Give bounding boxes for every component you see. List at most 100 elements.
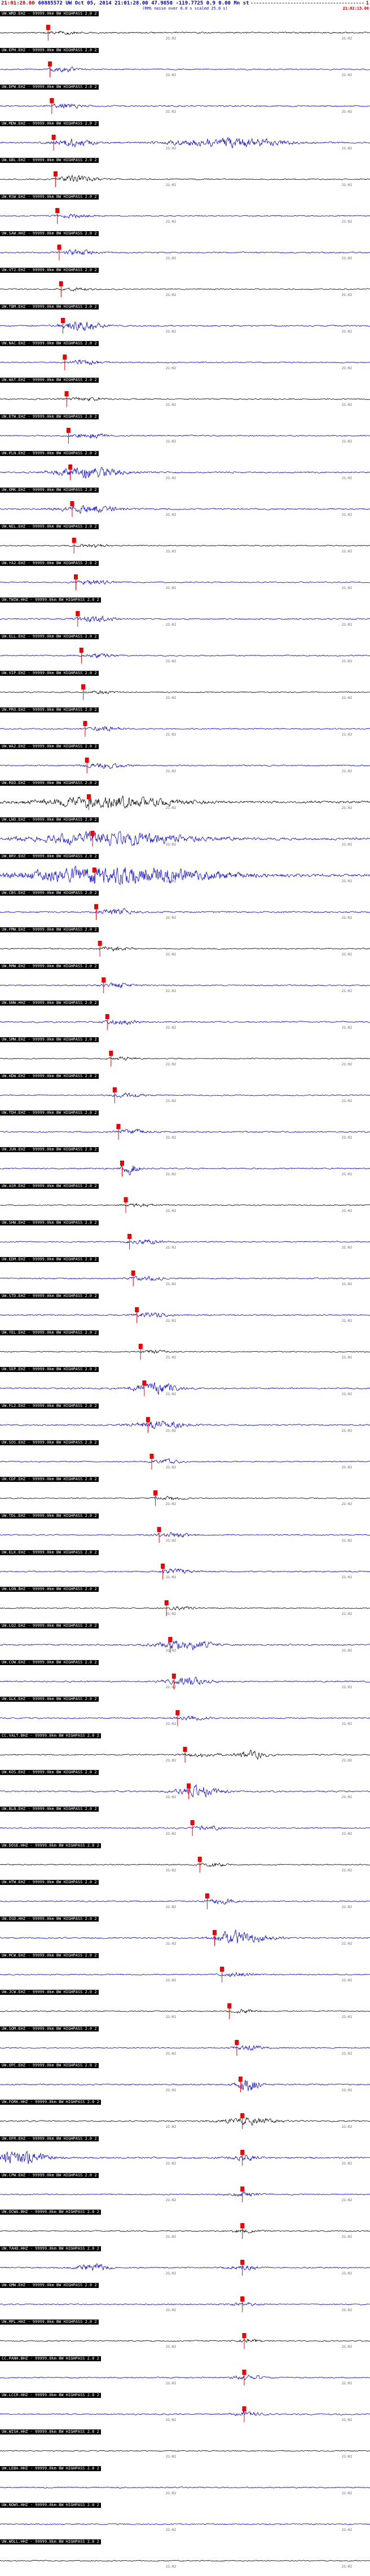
waveform[interactable] <box>0 1404 370 1440</box>
waveform[interactable] <box>0 2246 370 2283</box>
waveform[interactable] <box>0 1037 370 1074</box>
waveform[interactable] <box>0 2283 370 2320</box>
trace-row[interactable]: UW.CPW.EHZ - 99999.0km BW HIGHPASS 2.0 2… <box>0 2173 370 2210</box>
trace-row[interactable]: UW.JUN.EHZ - 99999.0km BW HIGHPASS 2.0 2… <box>0 1147 370 1184</box>
pick-flag[interactable] <box>153 1490 158 1495</box>
trace-row[interactable]: UW.LO2.EHZ - 99999.0km BW HIGHPASS 2.0 2… <box>0 1623 370 1660</box>
waveform[interactable] <box>0 1587 370 1623</box>
pick-flag[interactable] <box>81 684 86 689</box>
waveform[interactable] <box>0 1074 370 1110</box>
pick-flag[interactable] <box>227 2003 232 2008</box>
pick-flag[interactable] <box>212 1930 217 1935</box>
pick-flag[interactable] <box>168 1637 173 1642</box>
pick-flag[interactable] <box>127 1234 132 1239</box>
trace-row[interactable]: UW.WAT.EHZ - 99999.0km BW HIGHPASS 2.0 2… <box>0 378 370 414</box>
waveform[interactable] <box>0 11 370 48</box>
trace-row[interactable]: UW.BLN.EHZ - 99999.0km BW HIGHPASS 2.0 2… <box>0 1807 370 1843</box>
trace-row[interactable]: UW.GNW.HHZ - 99999.0km BW HIGHPASS 2.0 2… <box>0 1001 370 1037</box>
trace-row[interactable]: UW.VT2.EHZ - 99999.0km BW HIGHPASS 2.0 2… <box>0 268 370 304</box>
waveform[interactable] <box>0 524 370 561</box>
waveform[interactable] <box>0 1110 370 1147</box>
pick-flag[interactable] <box>161 1564 165 1569</box>
pick-flag[interactable] <box>72 538 76 543</box>
pick-flag[interactable] <box>76 611 80 616</box>
pick-flag[interactable] <box>53 171 58 176</box>
waveform[interactable] <box>0 1990 370 2026</box>
waveform[interactable] <box>0 1513 370 1550</box>
waveform[interactable] <box>0 1623 370 1660</box>
trace-row[interactable]: UW.YEL.EHZ - 99999.0km BW HIGHPASS 2.0 2… <box>0 1330 370 1367</box>
trace-row[interactable]: UW.YA2.EHZ - 99999.0km BW HIGHPASS 2.0 2… <box>0 561 370 597</box>
pick-flag[interactable] <box>64 391 69 396</box>
trace-row[interactable]: UW.MCW.EHZ - 99999.0km BW HIGHPASS 2.0 2… <box>0 1953 370 1990</box>
trace-row[interactable]: UW.VIP.EHZ - 99999.0km BW HIGHPASS 2.0 2… <box>0 671 370 707</box>
trace-row[interactable]: UW.OMK.EHZ - 99999.0km BW HIGHPASS 2.0 2… <box>0 488 370 524</box>
pick-flag[interactable] <box>46 25 50 30</box>
pick-flag[interactable] <box>66 428 71 433</box>
trace-row[interactable]: UW.RED.EHZ - 99999.0km BW HIGHPASS 2.0 2… <box>0 781 370 817</box>
waveform[interactable] <box>0 964 370 1001</box>
trace-row[interactable]: UW.TDL.EHZ - 99999.0km BW HIGHPASS 2.0 2… <box>0 1513 370 1550</box>
pick-flag[interactable] <box>51 135 56 140</box>
trace-row[interactable]: UW.MDW.EHZ - 99999.0km BW HIGHPASS 2.0 2… <box>0 121 370 158</box>
waveform[interactable] <box>0 2466 370 2503</box>
pick-flag[interactable] <box>50 98 54 103</box>
trace-row[interactable]: UW.CBS.EHZ - 99999.0km BW HIGHPASS 2.0 2… <box>0 891 370 927</box>
waveform[interactable] <box>0 48 370 85</box>
waveform[interactable] <box>0 488 370 524</box>
pick-flag[interactable] <box>105 1014 109 1019</box>
trace-row[interactable]: UW.SAW.HHZ - 99999.0km BW HIGHPASS 2.0 2… <box>0 231 370 268</box>
pick-flag[interactable] <box>187 1783 191 1789</box>
waveform[interactable] <box>0 671 370 707</box>
pick-flag[interactable] <box>142 1380 147 1386</box>
trace-row[interactable]: UW.LCCR.HHZ - 99999.0km BW HIGHPASS 2.0 … <box>0 2393 370 2429</box>
trace-row[interactable]: UW.TBM.EHZ - 99999.0km BW HIGHPASS 2.0 2… <box>0 304 370 341</box>
pick-flag[interactable] <box>240 2260 245 2265</box>
waveform[interactable] <box>0 2356 370 2393</box>
pick-flag[interactable] <box>183 1747 187 1752</box>
trace-row[interactable]: UW.KOS.EHZ - 99999.0km BW HIGHPASS 2.0 2… <box>0 1770 370 1807</box>
pick-flag[interactable] <box>149 1454 154 1459</box>
waveform[interactable] <box>0 1257 370 1294</box>
waveform[interactable] <box>0 1660 370 1697</box>
trace-row[interactable]: UW.OCWA.BHZ - 99999.0km BW HIGHPASS 2.0 … <box>0 2210 370 2246</box>
trace-row[interactable]: UW.OSD.HHZ - 99999.0km BW HIGHPASS 2.0 2… <box>0 1916 370 1953</box>
pick-flag[interactable] <box>240 2113 245 2118</box>
waveform[interactable] <box>0 341 370 378</box>
pick-flag[interactable] <box>112 1087 117 1092</box>
pick-flag[interactable] <box>63 355 67 360</box>
pick-flag[interactable] <box>197 1857 202 1862</box>
trace-row[interactable]: UW.MPL.HHZ - 99999.0km BW HIGHPASS 2.0 2… <box>0 2320 370 2356</box>
waveform[interactable] <box>0 304 370 341</box>
pick-flag[interactable] <box>83 721 87 726</box>
trace-row[interactable]: UW.GMW.EHZ - 99999.0km BW HIGHPASS 2.0 2… <box>0 2283 370 2320</box>
waveform[interactable] <box>0 1953 370 1990</box>
trace-row[interactable]: UW.HDW.EHZ - 99999.0km BW HIGHPASS 2.0 2… <box>0 1074 370 1110</box>
trace-row[interactable]: UW.TDH.EHZ - 99999.0km BW HIGHPASS 2.0 2… <box>0 1110 370 1147</box>
waveform[interactable] <box>0 1147 370 1184</box>
pick-flag[interactable] <box>190 1820 195 1825</box>
trace-row[interactable]: UW.HTW.EHZ - 99999.0km BW HIGHPASS 2.0 2… <box>0 1880 370 1916</box>
waveform[interactable] <box>0 378 370 414</box>
trace-row[interactable]: UW.WRD.EHZ - 99999.0km BW HIGHPASS 2.0 2… <box>0 11 370 48</box>
waveform[interactable] <box>0 2320 370 2356</box>
pick-flag[interactable] <box>205 1893 209 1898</box>
waveform[interactable] <box>0 2026 370 2063</box>
pick-flag[interactable] <box>220 1967 224 1972</box>
waveform[interactable] <box>0 1220 370 1257</box>
pick-flag[interactable] <box>240 2186 245 2192</box>
pick-flag[interactable] <box>92 867 96 873</box>
pick-flag[interactable] <box>90 831 95 836</box>
trace-row[interactable]: UW.RMW.EHZ - 99999.0km BW HIGHPASS 2.0 2… <box>0 964 370 1001</box>
waveform[interactable] <box>0 1916 370 1953</box>
waveform[interactable] <box>0 451 370 488</box>
trace-row[interactable]: UW.WISH.HHZ - 99999.0km BW HIGHPASS 2.0 … <box>0 2429 370 2466</box>
trace-row[interactable]: UW.ASR.EHZ - 99999.0km BW HIGHPASS 2.0 2… <box>0 1184 370 1220</box>
trace-row[interactable]: UW.NEL.EHZ - 99999.0km BW HIGHPASS 2.0 2… <box>0 524 370 561</box>
trace-row[interactable]: CC.VALT.BHZ - 99999.0km BW HIGHPASS 2.0 … <box>0 1733 370 1770</box>
trace-row[interactable]: UW.EDM.EHZ - 99999.0km BW HIGHPASS 2.0 2… <box>0 1257 370 1294</box>
pick-flag[interactable] <box>59 281 63 286</box>
waveform[interactable] <box>0 2100 370 2136</box>
trace-row[interactable]: UW.COW.EHZ - 99999.0km BW HIGHPASS 2.0 2… <box>0 1660 370 1697</box>
waveform[interactable] <box>0 817 370 854</box>
